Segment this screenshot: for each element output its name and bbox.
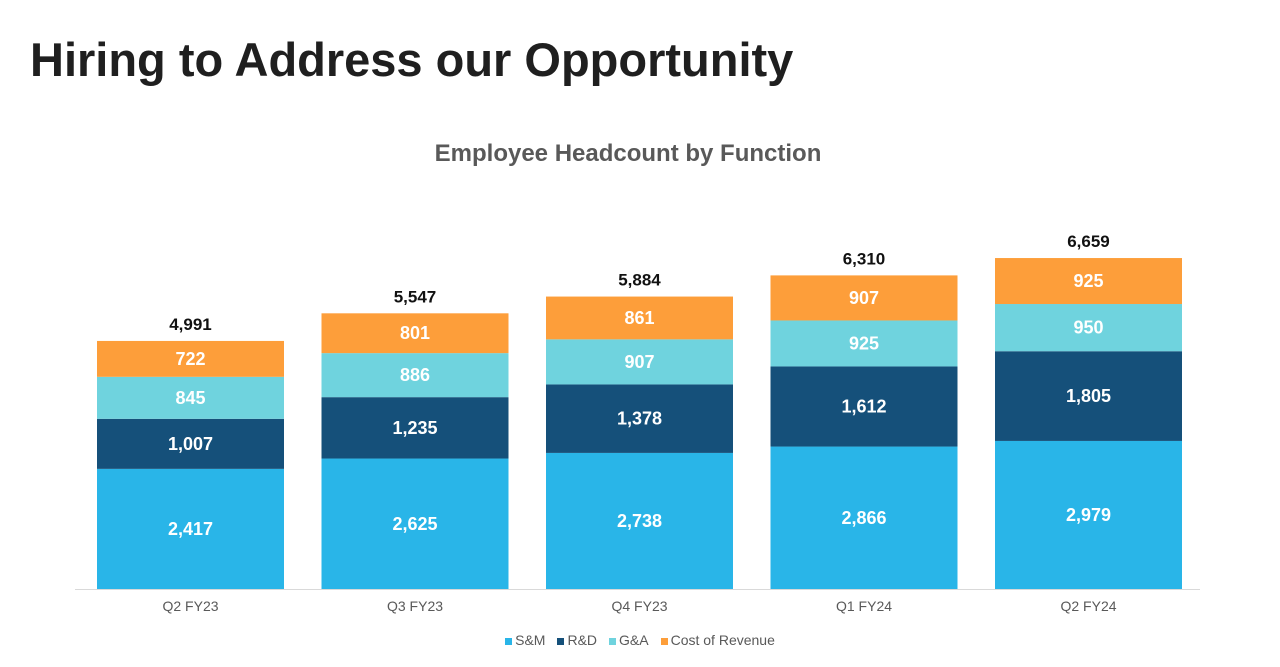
legend-label: G&A bbox=[619, 632, 649, 648]
total-label: 6,659 bbox=[1067, 232, 1110, 251]
legend-item: R&D bbox=[557, 632, 597, 648]
data-label: 925 bbox=[1073, 271, 1103, 291]
x-tick-label: Q2 FY23 bbox=[162, 598, 218, 614]
total-label: 4,991 bbox=[169, 315, 212, 334]
total-label: 6,310 bbox=[843, 249, 886, 268]
bar-segment bbox=[546, 384, 733, 453]
legend-label: R&D bbox=[567, 632, 598, 648]
bar-segment bbox=[770, 275, 958, 321]
bar-segment bbox=[97, 340, 284, 377]
bar-segment bbox=[546, 452, 733, 589]
data-label: 950 bbox=[1073, 318, 1103, 338]
legend-item: Cost of Revenue bbox=[660, 632, 775, 648]
x-tick-label: Q1 FY24 bbox=[836, 598, 892, 614]
bar-segment bbox=[321, 313, 509, 354]
legend-swatch bbox=[660, 637, 668, 645]
x-tick-label: Q4 FY23 bbox=[611, 598, 667, 614]
bar-segment bbox=[321, 397, 509, 459]
data-label: 2,625 bbox=[392, 514, 437, 534]
data-label: 845 bbox=[175, 388, 205, 408]
data-label: 801 bbox=[400, 323, 430, 343]
legend-swatch bbox=[609, 637, 617, 645]
legend-item: S&M bbox=[505, 632, 545, 648]
data-label: 886 bbox=[400, 365, 430, 385]
data-label: 2,417 bbox=[168, 519, 213, 539]
chart-title: Employee Headcount by Function bbox=[434, 140, 822, 167]
x-tick-label: Q3 FY23 bbox=[387, 598, 443, 614]
data-label: 1,612 bbox=[841, 397, 886, 417]
data-label: 907 bbox=[849, 288, 879, 308]
bar-segment bbox=[546, 339, 733, 385]
data-label: 1,235 bbox=[392, 418, 437, 438]
data-label: 2,866 bbox=[841, 508, 886, 528]
bar-segment bbox=[97, 418, 284, 469]
legend-label: S&M bbox=[515, 632, 546, 648]
bar-segment bbox=[770, 446, 958, 589]
data-label: 2,738 bbox=[617, 511, 662, 531]
bar-segment bbox=[321, 353, 509, 398]
legend-label: Cost of Revenue bbox=[670, 632, 775, 648]
bar-segment bbox=[995, 258, 1182, 305]
data-label: 925 bbox=[849, 333, 879, 353]
bar-segment bbox=[995, 440, 1182, 589]
legend-swatch bbox=[557, 637, 565, 645]
bar-segment bbox=[770, 366, 958, 447]
data-label: 1,805 bbox=[1066, 386, 1111, 406]
bar-segment bbox=[97, 468, 284, 589]
legend-swatch bbox=[505, 637, 513, 645]
legend-item: G&A bbox=[609, 632, 649, 648]
total-label: 5,547 bbox=[394, 287, 437, 306]
data-label: 907 bbox=[624, 352, 654, 372]
slide-title: Hiring to Address our Opportunity bbox=[30, 33, 794, 86]
data-label: 722 bbox=[175, 349, 205, 369]
data-label: 1,378 bbox=[617, 409, 662, 429]
bar-segment bbox=[321, 458, 509, 589]
bar-segment bbox=[770, 320, 958, 367]
data-label: 1,007 bbox=[168, 434, 213, 454]
data-label: 861 bbox=[624, 308, 654, 328]
bar-segment bbox=[97, 376, 284, 419]
bar-segment bbox=[995, 304, 1182, 352]
total-label: 5,884 bbox=[618, 271, 661, 290]
bar-segment bbox=[995, 351, 1182, 441]
x-tick-label: Q2 FY24 bbox=[1060, 598, 1116, 614]
bar-segment bbox=[546, 296, 733, 340]
data-label: 2,979 bbox=[1066, 505, 1111, 525]
legend: S&M R&D G&A Cost of Revenue bbox=[0, 632, 1280, 648]
